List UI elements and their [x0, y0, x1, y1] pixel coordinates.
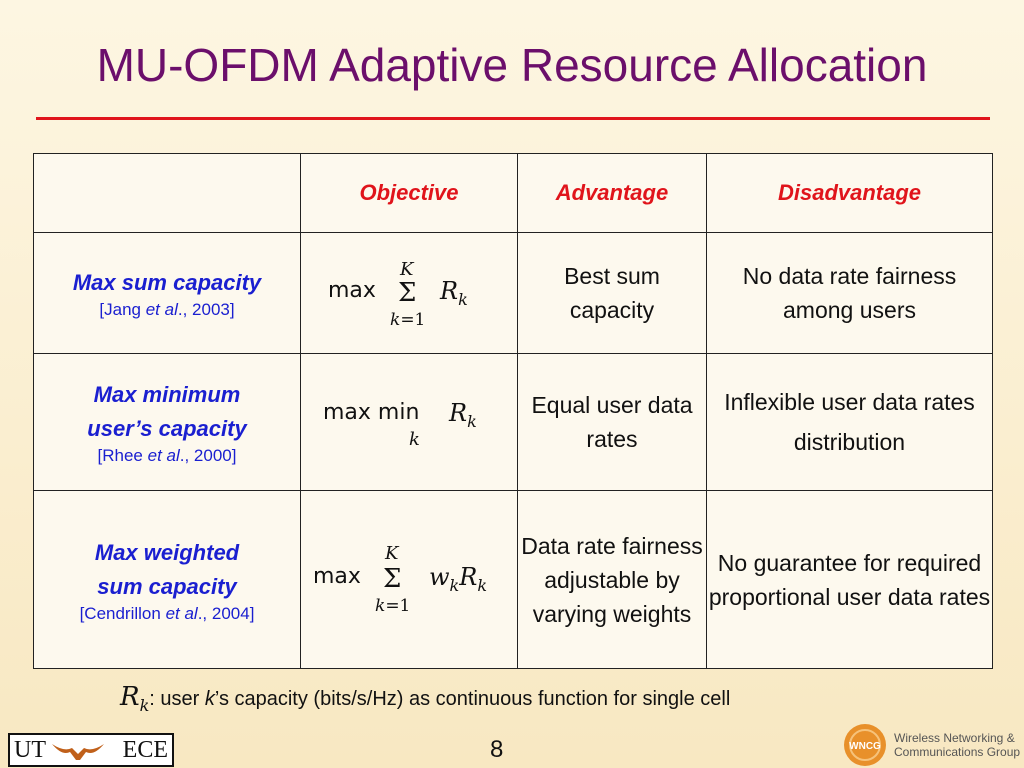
formula-max-sum: max K Σ k=1 Rk	[328, 259, 468, 330]
header-empty-cell	[33, 153, 301, 233]
row-title: Max sum capacity	[72, 270, 262, 295]
footnote-symbol: Rk	[120, 682, 150, 716]
advantage-cell: Best sum capacity	[517, 232, 707, 354]
disadvantage-cell: No data rate fairness among users	[706, 232, 993, 354]
svg-text:WNCG: WNCG	[849, 741, 881, 752]
svg-text:k: k	[409, 429, 420, 450]
disadvantage-cell: No guarantee for required proportional u…	[706, 490, 993, 669]
wncg-logo: WNCG Wireless Networking & Communication…	[842, 722, 1020, 768]
row-title-line-1: Max weighted	[94, 539, 240, 565]
row-title-line-1: Max minimum	[93, 382, 241, 407]
svg-text:Rk: Rk	[448, 399, 477, 431]
row-title-line-2: user’s capacity	[87, 416, 247, 441]
table-header-row: Objective Advantage Disadvantage	[33, 153, 993, 233]
svg-text:Σ: Σ	[398, 278, 416, 308]
title-underline	[36, 117, 990, 120]
footnote: Rk: user k’s capacity (bits/s/Hz) as con…	[120, 682, 731, 716]
table-row: Max sum capacity [Jang et al., 2003] max…	[33, 232, 993, 354]
wncg-label: Wireless Networking & Communications Gro…	[894, 731, 1021, 759]
row-title-line-2: sum capacity	[97, 573, 237, 599]
ut-ece-logo: UT ECE	[8, 733, 174, 767]
formula-max-weighted-sum: max K Σ k=1 wkRk	[313, 543, 487, 616]
svg-text:k=1: k=1	[390, 310, 425, 330]
svg-text:max: max	[328, 278, 376, 303]
disadvantage-cell: Inflexible user data rates distribution	[706, 353, 993, 491]
header-advantage: Advantage	[517, 153, 707, 233]
longhorn-icon	[52, 744, 104, 760]
objective-formula-cell: max K Σ k=1 Rk	[300, 232, 518, 354]
svg-text:max min: max min	[323, 400, 419, 425]
header-objective: Objective	[300, 153, 518, 233]
svg-text:k=1: k=1	[375, 596, 410, 616]
advantage-cell: Equal user data rates	[517, 353, 707, 491]
table-row: Max minimum user’s capacity [Rhee et al.…	[33, 353, 993, 491]
svg-text:K: K	[384, 543, 400, 564]
table-row: Max weighted sum capacity [Cendrillon et…	[33, 490, 993, 669]
citation: [Rhee et al., 2000]	[97, 446, 237, 465]
objective-formula-cell: max K Σ k=1 wkRk	[300, 490, 518, 669]
row-header-cell: Max minimum user’s capacity [Rhee et al.…	[33, 353, 301, 491]
page-number: 8	[490, 736, 504, 763]
citation: [Cendrillon et al., 2004]	[79, 603, 255, 623]
svg-text:Σ: Σ	[383, 564, 401, 594]
svg-text:Rk: Rk	[439, 277, 468, 309]
svg-text:K: K	[399, 259, 415, 280]
objective-formula-cell: max min k Rk	[300, 353, 518, 491]
header-disadvantage: Disadvantage	[706, 153, 993, 233]
svg-text:wkRk: wkRk	[429, 563, 487, 595]
citation: [Jang et al., 2003]	[99, 300, 235, 319]
comparison-table: Objective Advantage Disadvantage Max sum…	[33, 153, 993, 669]
wncg-badge-icon: WNCG	[844, 724, 886, 766]
slide-title: MU-OFDM Adaptive Resource Allocation	[96, 39, 928, 91]
row-header-cell: Max weighted sum capacity [Cendrillon et…	[33, 490, 301, 669]
svg-text:max: max	[313, 564, 361, 589]
row-header-cell: Max sum capacity [Jang et al., 2003]	[33, 232, 301, 354]
formula-max-min: max min k Rk	[323, 399, 477, 450]
advantage-cell: Data rate fairness adjustable by varying…	[517, 490, 707, 669]
